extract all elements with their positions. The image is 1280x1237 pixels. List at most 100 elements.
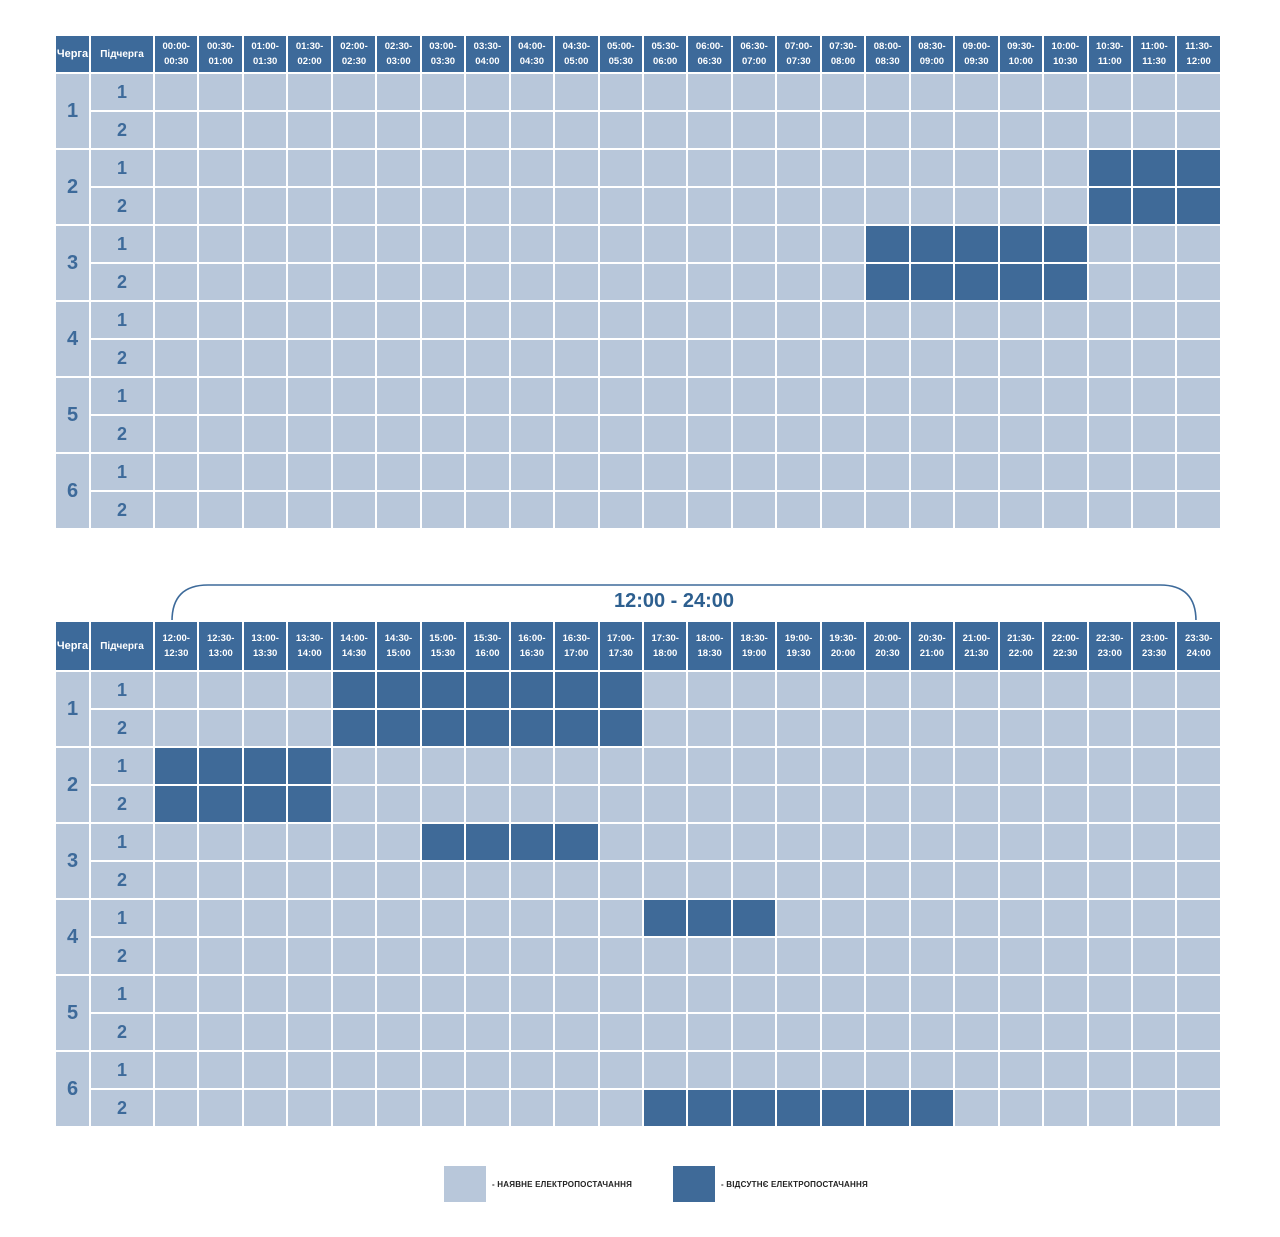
slot-cell-power [1130,1088,1178,1128]
slot-cell-power [1086,974,1133,1014]
slot-cell-power [775,898,822,938]
slot-cell-power [508,784,556,824]
slot-cell-power [1042,110,1089,150]
slot-cell-power [419,72,467,112]
slot-cell-power [730,936,778,976]
slot-cell-power [730,1012,778,1052]
slot-cell-power [553,1050,600,1090]
slot-cell-power [419,746,467,786]
slot-cell-power [330,148,378,188]
slot-cell-power [997,822,1045,862]
slot-cell-outage [1086,148,1133,188]
slot-cell-outage [553,708,600,748]
slot-cell-power [997,72,1045,112]
slot-cell-power [1042,376,1089,416]
slot-cell-outage [864,224,911,264]
slot-cell-power [819,974,867,1014]
slot-cell-power [1086,110,1133,150]
slot-cell-power [330,72,378,112]
slot-cell-power [775,224,822,264]
slot-cell-power [686,148,733,188]
slot-cell-power [508,936,556,976]
slot-cell-power [553,414,600,454]
slot-cell-power [775,300,822,340]
slot-cell-power [508,1012,556,1052]
slot-cell-power [686,974,733,1014]
slot-cell-power [641,376,689,416]
slot-cell-power [997,974,1045,1014]
slot-cell-outage [286,784,333,824]
legend-swatch-available [444,1166,486,1202]
slot-cell-power [464,224,511,264]
slot-cell-power [864,186,911,226]
slot-cell-power [1175,1012,1222,1052]
slot-cell-outage [686,898,733,938]
slot-cell-outage [1042,262,1089,302]
slot-cell-power [330,1012,378,1052]
schedule-table-morning: Черга Підчерга 00:00- 00:30 00:30- 01:00 01:00… [54,34,1222,530]
time-slot-header: 17:00- 17:30 [597,620,644,672]
slot-cell-power [152,376,200,416]
slot-cell-power [641,784,689,824]
slot-cell-power [686,490,733,530]
slot-cell-power [1086,262,1133,302]
slot-cell-power [819,414,867,454]
slot-cell-outage [908,224,956,264]
time-slot-header: 22:00- 22:30 [1042,620,1089,672]
slot-cell-power [997,1088,1045,1128]
slot-cell-power [286,898,333,938]
slot-cell-power [152,670,200,710]
slot-cell-power [375,300,422,340]
slot-cell-power [1042,822,1089,862]
slot-cell-power [819,72,867,112]
slot-cell-power [419,936,467,976]
slot-cell-power [953,490,1000,530]
slot-cell-power [330,300,378,340]
slot-cell-power [1175,300,1222,340]
slot-cell-power [1130,746,1178,786]
slot-cell-power [286,224,333,264]
slot-cell-power [953,898,1000,938]
time-slot-end: 24:00 [1186,648,1211,659]
slot-cell-power [1042,186,1089,226]
queue-label: 3 [54,224,91,302]
slot-cell-power [152,490,200,530]
slot-cell-power [286,860,333,900]
slot-cell-power [197,490,244,530]
time-slot-header: 21:00- 21:30 [953,620,1000,672]
time-slot-start: 19:30- [829,633,857,644]
time-slot-header: 00:30- 01:00 [197,34,244,74]
time-slot-start: 09:30- [1007,41,1035,52]
slot-cell-power [953,376,1000,416]
slot-cell-power [730,376,778,416]
time-slot-end: 19:30 [786,648,811,659]
subqueue-label: 1 [89,974,155,1014]
slot-cell-power [1086,670,1133,710]
slot-cell-power [641,224,689,264]
subqueue-label: 2 [89,490,155,530]
time-slot-start: 00:00- [162,41,190,52]
slot-cell-power [464,72,511,112]
slot-cell-outage [641,1088,689,1128]
header-subqueue: Підчерга [89,34,155,74]
header-queue: Черга [54,620,91,672]
slot-cell-power [152,148,200,188]
slot-cell-power [730,784,778,824]
slot-cell-power [1130,936,1178,976]
time-slot-end: 17:30 [608,648,633,659]
time-slot-start: 21:00- [962,633,991,644]
slot-cell-power [330,746,378,786]
slot-cell-power [286,1012,333,1052]
slot-cell-power [775,186,822,226]
slot-cell-power [1175,452,1222,492]
slot-cell-power [1042,72,1089,112]
slot-cell-outage [553,670,600,710]
slot-cell-power [1175,746,1222,786]
slot-cell-power [686,746,733,786]
time-slot-start: 20:30- [918,633,946,644]
slot-cell-power [1086,414,1133,454]
slot-cell-power [286,708,333,748]
time-slot-start: 11:30- [1185,41,1213,52]
slot-cell-power [330,1088,378,1128]
